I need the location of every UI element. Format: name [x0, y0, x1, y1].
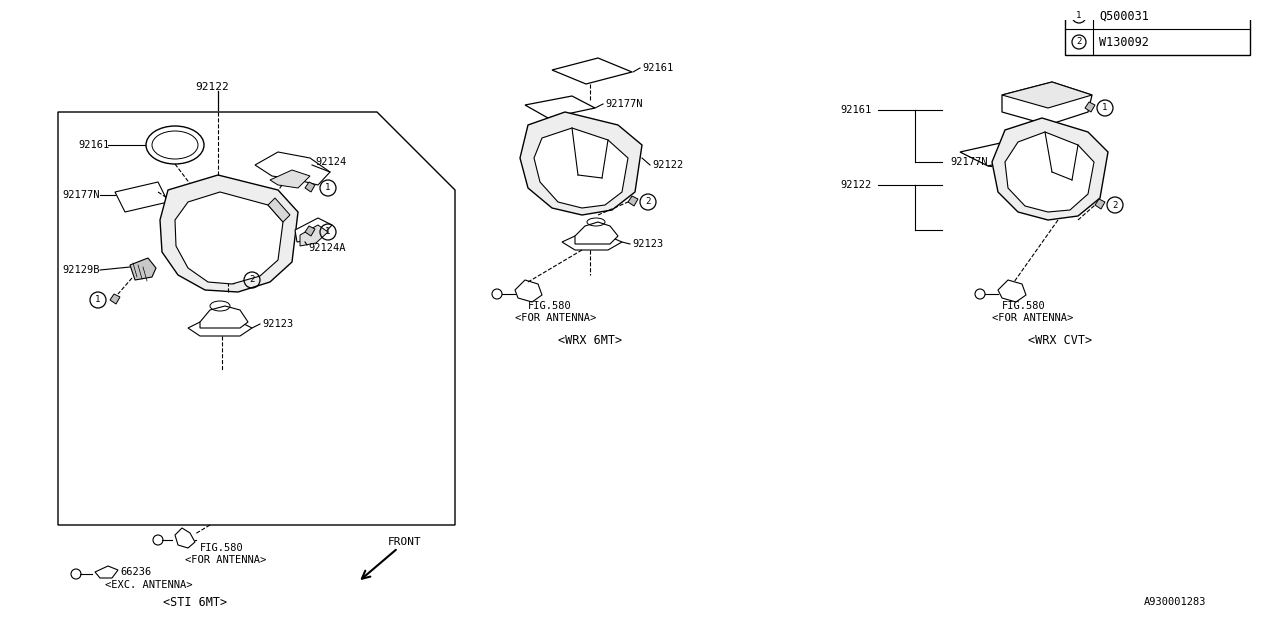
Text: <WRX CVT>: <WRX CVT>: [1028, 333, 1092, 346]
Text: 2: 2: [1076, 38, 1082, 47]
Polygon shape: [131, 258, 156, 280]
Text: <FOR ANTENNA>: <FOR ANTENNA>: [515, 313, 596, 323]
Polygon shape: [160, 175, 298, 292]
Text: <STI 6MT>: <STI 6MT>: [163, 595, 227, 609]
Polygon shape: [575, 222, 618, 244]
Polygon shape: [294, 218, 332, 242]
Polygon shape: [300, 225, 328, 246]
Text: 1: 1: [325, 184, 330, 193]
Text: 92124A: 92124A: [308, 243, 346, 253]
Text: <FOR ANTENNA>: <FOR ANTENNA>: [186, 555, 266, 565]
Polygon shape: [992, 118, 1108, 220]
Polygon shape: [200, 306, 248, 328]
Text: 1: 1: [325, 227, 330, 237]
Bar: [1065, 3, 1251, 55]
Polygon shape: [188, 322, 252, 336]
Polygon shape: [1002, 82, 1092, 108]
Text: W130092: W130092: [1100, 35, 1149, 49]
Text: Q500031: Q500031: [1100, 10, 1149, 22]
Polygon shape: [1094, 199, 1105, 209]
Text: 66236: 66236: [120, 567, 151, 577]
Text: 92129B: 92129B: [61, 265, 100, 275]
Text: FIG.580: FIG.580: [1002, 301, 1046, 311]
Text: 92122: 92122: [652, 160, 684, 170]
Polygon shape: [110, 294, 120, 304]
Text: 2: 2: [645, 198, 650, 207]
Polygon shape: [1005, 132, 1094, 212]
Text: 1: 1: [95, 296, 101, 305]
Polygon shape: [1002, 82, 1092, 125]
Polygon shape: [562, 236, 622, 250]
Polygon shape: [552, 58, 632, 84]
Polygon shape: [228, 274, 238, 284]
Polygon shape: [115, 182, 168, 212]
Polygon shape: [998, 280, 1027, 302]
Text: 92177N: 92177N: [605, 99, 643, 109]
Text: 92124: 92124: [315, 157, 347, 167]
Text: FIG.580: FIG.580: [200, 543, 243, 553]
Polygon shape: [520, 112, 643, 215]
Text: 92161: 92161: [643, 63, 673, 73]
Polygon shape: [525, 96, 595, 118]
Text: 1: 1: [1102, 104, 1107, 113]
Polygon shape: [1085, 102, 1094, 112]
Polygon shape: [255, 152, 330, 185]
Polygon shape: [305, 226, 315, 236]
Text: <EXC. ANTENNA>: <EXC. ANTENNA>: [105, 580, 192, 590]
Text: 92161: 92161: [78, 140, 109, 150]
Polygon shape: [175, 528, 195, 548]
Polygon shape: [95, 566, 118, 578]
Text: FRONT: FRONT: [388, 537, 421, 547]
Polygon shape: [305, 182, 315, 192]
Polygon shape: [515, 280, 541, 302]
Text: 1: 1: [1076, 12, 1082, 20]
Text: <WRX 6MT>: <WRX 6MT>: [558, 333, 622, 346]
Polygon shape: [534, 128, 628, 208]
Text: 92123: 92123: [262, 319, 293, 329]
Polygon shape: [268, 198, 291, 222]
Text: 92161: 92161: [840, 105, 872, 115]
Polygon shape: [628, 196, 637, 206]
Polygon shape: [960, 142, 1032, 166]
Text: <FOR ANTENNA>: <FOR ANTENNA>: [992, 313, 1073, 323]
Text: 2: 2: [1112, 200, 1117, 209]
Text: 92123: 92123: [632, 239, 663, 249]
Polygon shape: [58, 112, 454, 525]
Text: 92177N: 92177N: [61, 190, 100, 200]
Text: FIG.580: FIG.580: [529, 301, 572, 311]
Polygon shape: [175, 192, 283, 284]
Text: 2: 2: [250, 275, 255, 285]
Polygon shape: [270, 170, 310, 188]
Text: 92122: 92122: [840, 180, 872, 190]
Text: A930001283: A930001283: [1144, 597, 1206, 607]
Text: 92122: 92122: [195, 82, 229, 92]
Text: 92177N: 92177N: [950, 157, 987, 167]
